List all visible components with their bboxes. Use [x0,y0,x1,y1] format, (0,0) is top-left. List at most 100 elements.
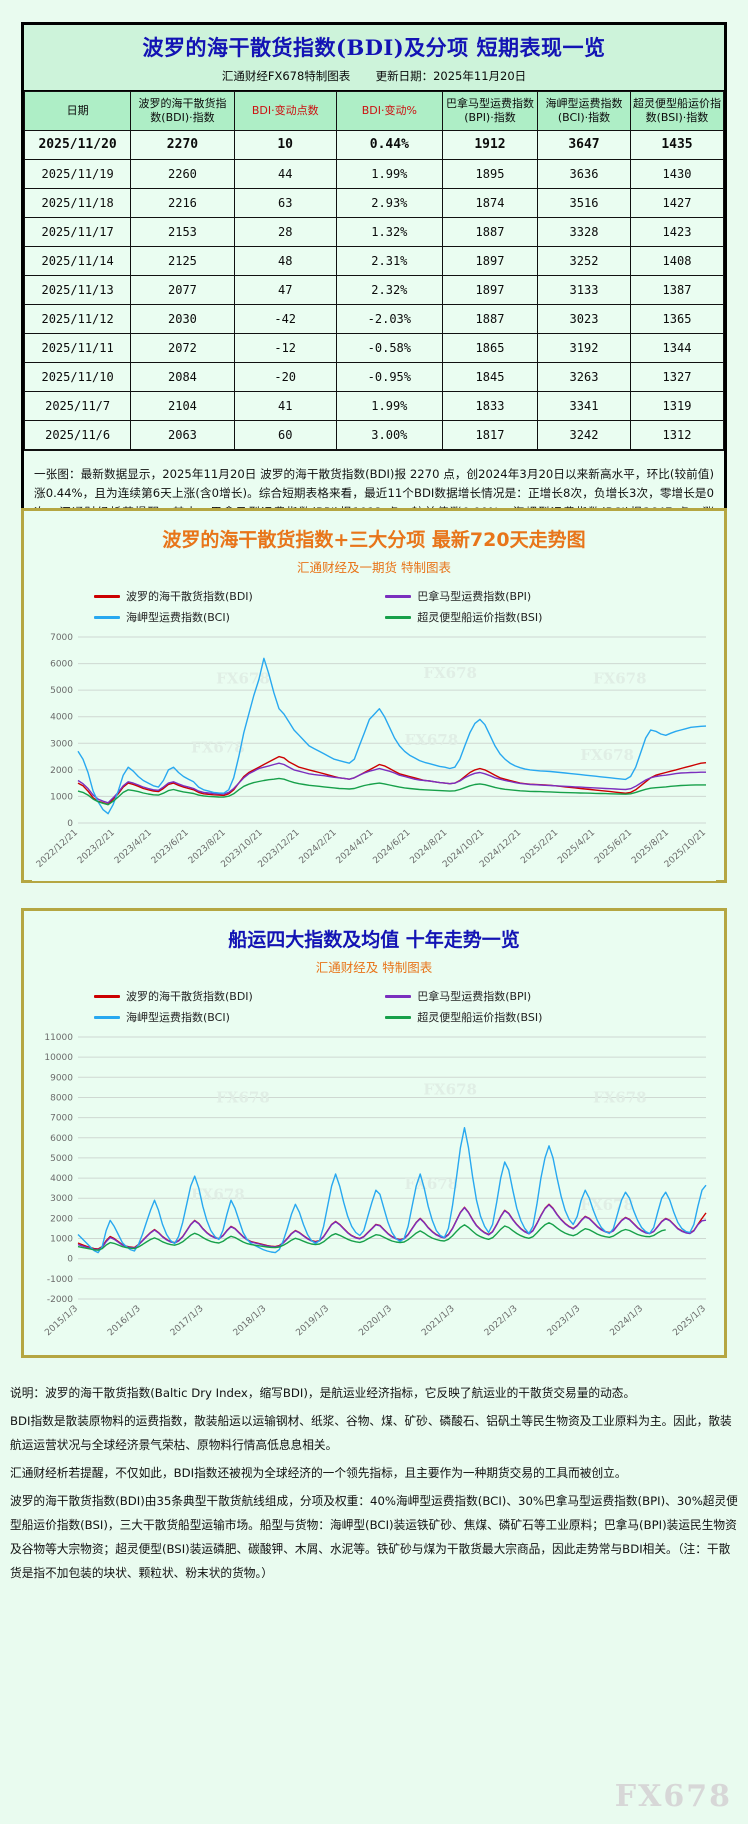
cell-bdi: 2063 [130,419,235,450]
svg-text:FX678: FX678 [423,664,477,682]
table-row: 2025/11/18 2216 63 2.93% 1874 3516 1427 [23,187,725,218]
cell-bdi: 28 [233,216,337,247]
cell-bdi: -12 [233,332,337,363]
table-body: 2025/11/20 2270 10 0.44% 1912 3647 1435 2025/11… [23,129,725,450]
cell-bdi: 2077 [130,274,235,305]
svg-text:FX678: FX678 [593,670,647,688]
cell-bdi: 48 [233,245,337,276]
cell-bdi: 47 [233,274,337,305]
legend-label-bci-10y: 海岬型运费指数(BCI) [126,1011,230,1024]
cell-bdi: 2072 [130,332,235,363]
cell-bsi: 1423 [629,216,725,247]
legend-swatch-bpi [385,594,412,598]
bdi-data-table: 日期 波罗的海干散货指数(BDI)·指数 BDI·变动点数 BDI·变动% 巴拿… [23,91,725,450]
svg-text:5000: 5000 [50,1154,73,1164]
legend-label-bci: 海岬型运费指数(BCI) [126,611,230,624]
cell-: 2025/11/10 [23,361,132,392]
cell-bdi: 3.00% [335,419,443,450]
cell-bsi: 1387 [629,274,725,305]
legend-swatch-bdi-10y [94,994,120,998]
svg-text:8000: 8000 [50,1093,73,1103]
cell-bdi: -20 [233,361,337,392]
cell-bci: 3133 [537,274,631,305]
cell-bsi: 1365 [629,303,725,334]
svg-text:7000: 7000 [50,1114,73,1124]
chart-720d-legend: 波罗的海干散货指数(BDI) 巴拿马型运费指数(BPI) 海岬型运费指数(BCI… [24,588,724,625]
cell-bdi: -2.03% [335,303,443,334]
cell-: 2025/11/6 [23,419,132,450]
cell-: 2025/11/17 [23,216,132,247]
table-row: 2025/11/6 2063 60 3.00% 1817 3242 1312 [23,419,725,450]
legend-label-bpi: 巴拿马型运费指数(BPI) [417,590,532,603]
table-row: 2025/11/12 2030 -42 -2.03% 1887 3023 1365 [23,303,725,334]
legend-item-bsi: 超灵便型船运价指数(BSI) [385,609,654,625]
svg-text:10000: 10000 [44,1053,73,1063]
svg-text:FX678: FX678 [580,1196,634,1214]
cell-bdi: 44 [233,158,337,189]
cell-bsi: 1430 [629,158,725,189]
svg-text:3000: 3000 [50,739,73,749]
col-date: 日期 [23,91,132,131]
svg-text:2000: 2000 [50,1214,73,1224]
table-row: 2025/11/13 2077 47 2.32% 1897 3133 1387 [23,274,725,305]
cell-bsi: 1344 [629,332,725,363]
svg-text:FX678: FX678 [191,1185,245,1203]
svg-text:4000: 4000 [50,713,73,723]
svg-text:0: 0 [67,1255,73,1265]
cell-: 2025/11/20 [23,129,132,160]
table-row: 2025/11/10 2084 -20 -0.95% 1845 3263 1327 [23,361,725,392]
legend-item-bci: 海岬型运费指数(BCI) [94,609,363,625]
chart-10y-legend: 波罗的海干散货指数(BDI) 巴拿马型运费指数(BPI) 海岬型运费指数(BCI… [24,988,724,1025]
chart-720d-plot: 0 1000 2000 3000 4000 5000 6000 7000 FX678 FX678 F… [32,631,716,881]
cell-bdi: 2216 [130,187,235,218]
cell-bdi: 2125 [130,245,235,276]
cell-bdi: -42 [233,303,337,334]
cell-bdi: -0.95% [335,361,443,392]
cell-bci: 3516 [537,187,631,218]
cell-bdi: 2.32% [335,274,443,305]
legend-swatch-bdi [94,594,120,598]
cell-bci: 3636 [537,158,631,189]
svg-text:FX678: FX678 [216,670,270,688]
cell-bdi: 2260 [130,158,235,189]
cell-: 2025/11/18 [23,187,132,218]
svg-text:FX678: FX678 [405,731,459,749]
subtitle-update-date: 更新日期：2025年11月20日 [375,69,527,83]
description-line: 波罗的海干散货指数(BDI)由35条典型干散货航线组成，分项及权重：40%海岬型… [10,1493,738,1580]
chart-720d-panel: 波罗的海干散货指数+三大分项 最新720天走势图 汇通财经及一期货 特制图表 波… [21,508,727,883]
legend-label-bdi: 波罗的海干散货指数(BDI) [126,590,253,603]
svg-text:FX678: FX678 [423,1081,477,1099]
legend-item-bdi: 波罗的海干散货指数(BDI) [94,588,363,604]
cell-bdi: 1.32% [335,216,443,247]
svg-text:11000: 11000 [44,1033,73,1043]
chart-10y-title: 船运四大指数及均值 十年走势一览 [228,929,520,951]
cell-bdi: 2270 [130,129,235,160]
svg-text:FX678: FX678 [405,1175,459,1193]
description-line: 汇通财经析若提醒，不仅如此，BDI指数还被视为全球经济的一个领先指标，且主要作为… [10,1465,627,1480]
cell-bdi: 0.44% [335,129,443,160]
legend-label-bpi-10y: 巴拿马型运费指数(BPI) [417,990,532,1003]
table-row: 2025/11/14 2125 48 2.31% 1897 3252 1408 [23,245,725,276]
cell-: 2025/11/19 [23,158,132,189]
description-line: BDI指数是散装原物料的运费指数，散装船运以运输钢材、纸浆、谷物、煤、矿砂、磷酸… [10,1413,732,1452]
cell-bpi: 1887 [441,216,539,247]
cell-bdi: 2104 [130,390,235,421]
svg-text:5000: 5000 [50,686,73,696]
chart-10y-panel: 船运四大指数及均值 十年走势一览 汇通财经及 特制图表 波罗的海干散货指数(BD… [21,908,727,1358]
cell-bsi: 1408 [629,245,725,276]
svg-text:-1000: -1000 [47,1275,73,1285]
cell-bdi: 2153 [130,216,235,247]
col-bdi-change-points: BDI·变动点数 [233,91,337,131]
svg-text:FX678: FX678 [580,746,634,764]
cell-bpi: 1833 [441,390,539,421]
page-title: 波罗的海干散货指数(BDI)及分项 短期表现一览 [142,35,606,60]
cell-bci: 3242 [537,419,631,450]
cell-bdi: 2084 [130,361,235,392]
cell-bdi: 63 [233,187,337,218]
table-header-row: 日期 波罗的海干散货指数(BDI)·指数 BDI·变动点数 BDI·变动% 巴拿… [23,91,725,131]
cell-bdi: 2.93% [335,187,443,218]
legend-swatch-bci-10y [94,1015,120,1019]
cell-bdi: 10 [233,129,337,160]
svg-text:0: 0 [67,819,73,829]
